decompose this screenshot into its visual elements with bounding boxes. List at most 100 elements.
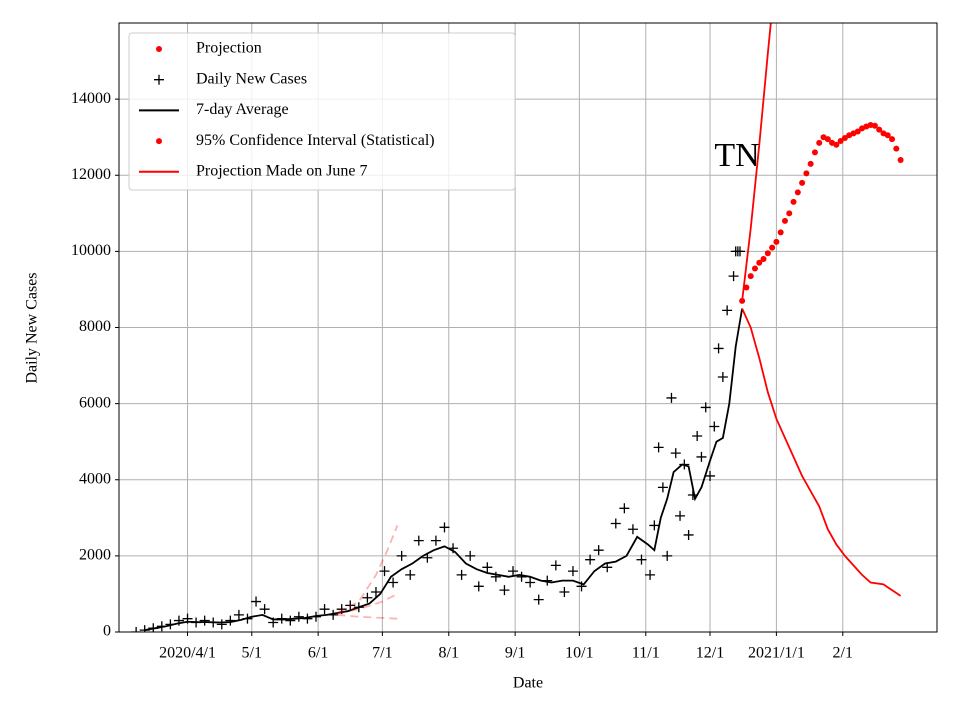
plus-marker (709, 421, 720, 432)
legend-label: Projection Made on June 7 (196, 162, 368, 179)
y-axis-label: Daily New Cases (24, 272, 41, 383)
plus-marker (636, 554, 647, 565)
plus-marker (645, 569, 656, 580)
plus-marker (550, 560, 561, 571)
legend: Projection Daily New Cases 7-day Average 95… (128, 32, 516, 191)
legend-label: 95% Confidence Interval (Statistical) (196, 132, 435, 149)
plus-marker (559, 587, 570, 598)
plus-marker (567, 566, 578, 577)
x-tick-label: 7/1 (372, 645, 392, 662)
ticks: 0 2000 4000 6000 8000 10000 12000 14000 2020/4/1… (71, 90, 853, 662)
plus-marker (199, 615, 210, 626)
dot-marker (760, 255, 767, 262)
plot-area (131, 23, 904, 632)
x-tick-label: 11/1 (632, 645, 660, 662)
dot-marker (751, 265, 758, 272)
y-tick-label: 2000 (79, 547, 111, 564)
plus-marker (722, 305, 733, 316)
dot-marker (811, 149, 818, 156)
y-tick-label: 0 (103, 623, 111, 640)
plus-marker (653, 442, 664, 453)
x-tick-label: 9/1 (505, 645, 525, 662)
plus-marker (675, 510, 686, 521)
plus-marker (379, 566, 390, 577)
plus-marker (533, 594, 544, 605)
dot-marker (769, 244, 776, 251)
plus-marker (259, 604, 270, 615)
plus-marker (233, 609, 244, 620)
series-line (337, 613, 398, 620)
plus-marker (670, 448, 681, 459)
plus-marker (413, 535, 424, 546)
plus-marker (362, 592, 373, 603)
dot-marker (764, 250, 771, 257)
dot-marker (824, 136, 831, 143)
plus-marker (692, 430, 703, 441)
plus-marker (627, 524, 638, 535)
dot-marker (773, 238, 780, 245)
series-line (741, 23, 772, 301)
dot-marker (889, 136, 896, 143)
dot-marker (756, 259, 763, 266)
dot-marker (794, 189, 801, 196)
series-line (741, 308, 902, 597)
y-tick-label: 8000 (79, 318, 111, 335)
plus-marker (482, 562, 493, 573)
plus-marker (285, 615, 296, 626)
plus-marker (593, 545, 604, 556)
plus-marker (662, 550, 673, 561)
legend-label: 7-day Average (196, 101, 289, 118)
plus-marker (216, 619, 227, 630)
dot-marker (854, 128, 861, 135)
legend-box (128, 32, 516, 191)
plus-marker (713, 343, 724, 354)
plus-marker (319, 604, 330, 615)
plus-marker (619, 503, 630, 514)
plus-marker (131, 627, 142, 632)
dot-marker (781, 217, 788, 224)
x-tick-label: 5/1 (242, 645, 262, 662)
plus-marker (345, 600, 356, 611)
dot-marker (833, 141, 840, 148)
dot-marker (156, 138, 162, 145)
plus-marker (525, 577, 536, 588)
x-tick-label: 2/1 (833, 645, 853, 662)
dot-marker (897, 157, 904, 164)
plus-marker (717, 371, 728, 382)
plus-marker (456, 569, 467, 580)
x-tick-label: 6/1 (308, 645, 328, 662)
y-tick-label: 6000 (79, 394, 111, 411)
x-tick-label: 8/1 (439, 645, 459, 662)
plus-marker (657, 482, 668, 493)
x-tick-label: 2021/1/1 (748, 645, 805, 662)
plus-marker (154, 74, 164, 85)
dot-marker (876, 126, 883, 133)
plus-marker (490, 571, 501, 582)
plus-marker (666, 392, 677, 403)
y-tick-label: 4000 (79, 470, 111, 487)
dot-marker (777, 229, 784, 236)
y-tick-label: 14000 (71, 90, 111, 107)
dot-marker (884, 132, 891, 139)
plus-marker (696, 451, 707, 462)
x-axis-label: Date (513, 675, 543, 692)
plus-marker (499, 585, 510, 596)
dot-marker (747, 273, 754, 280)
series-line (336, 525, 399, 614)
plus-marker (430, 535, 441, 546)
plus-marker (705, 470, 716, 481)
dot-marker (841, 134, 848, 141)
plus-marker (439, 522, 450, 533)
dot-marker (803, 170, 810, 177)
dot-marker (790, 198, 797, 205)
y-tick-label: 10000 (71, 242, 111, 259)
plus-marker (649, 520, 660, 531)
series-line (337, 593, 398, 614)
dot-marker (807, 160, 814, 167)
dot-marker (893, 145, 900, 152)
dot-marker (871, 122, 878, 129)
plus-marker (396, 550, 407, 561)
dot-marker (799, 179, 806, 186)
dot-marker (816, 139, 823, 146)
